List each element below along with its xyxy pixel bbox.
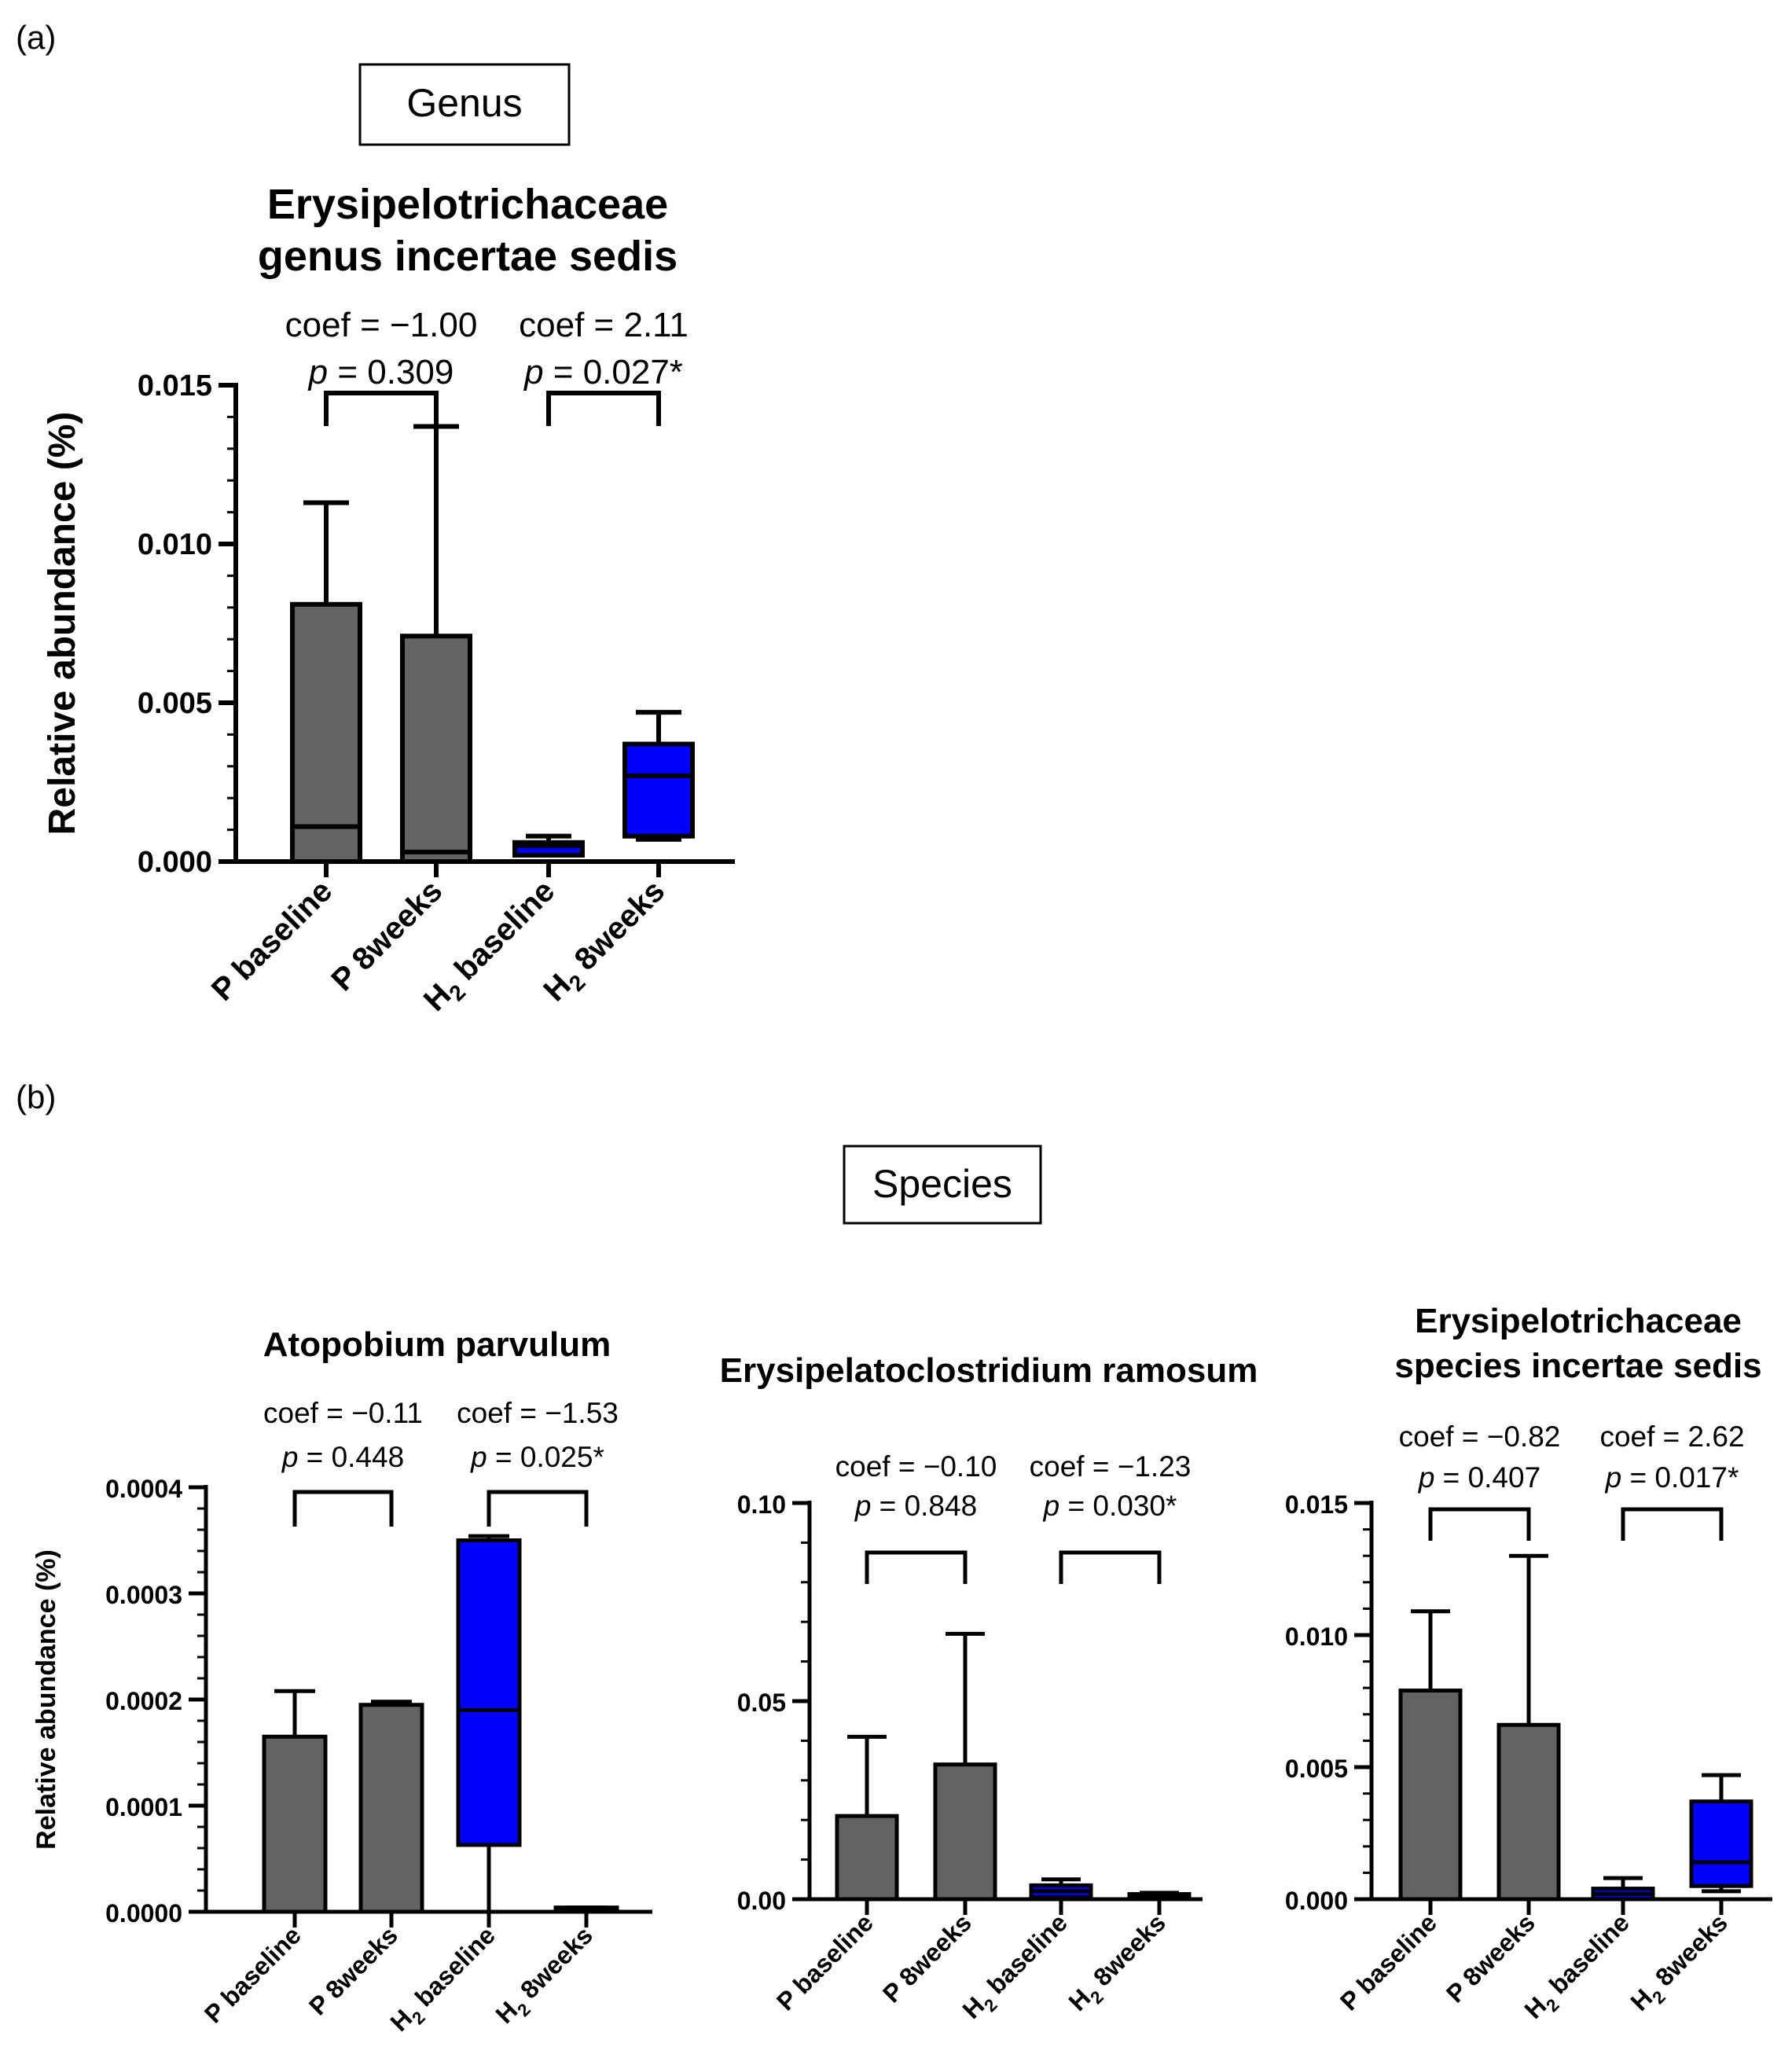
chart-title-line: Atopobium parvulum (263, 1325, 611, 1364)
chart-atopobium-parvulum: Atopobium parvulum Relative abundance (%)… (31, 1325, 652, 2041)
x-category-label: P baseline (205, 873, 340, 1008)
p-value-label: p = 0.027* (523, 353, 683, 391)
x-category-label: P 8weeks (877, 1908, 977, 2008)
coef-label: coef = 2.62 (1599, 1420, 1744, 1453)
genus-label-box (358, 63, 571, 146)
significance-bracket (865, 1550, 968, 1584)
coef-label: coef = −1.23 (1030, 1450, 1192, 1483)
p-value-label: p = 0.030* (1043, 1490, 1177, 1522)
significance-bracket (546, 391, 661, 426)
x-category-label: P 8weeks (303, 1920, 403, 2020)
coef-label: coef = −0.10 (835, 1450, 997, 1483)
y-axis-label: Relative abundance (%) (31, 1549, 61, 1850)
p-value-label: p = 0.848 (854, 1490, 977, 1522)
chart-genus-erysipelotrichaceae: Erysipelotrichaceae genus incertae sedis R… (42, 181, 735, 1018)
panel-a-letter: (a) (16, 19, 56, 56)
y-tick-label: 0.0002 (105, 1687, 182, 1715)
chart-erysipelatoclostridium-ramosum: Erysipelatoclostridium ramosum 0.00 0.05 0.… (720, 1351, 1258, 2028)
genus-label: Genus (406, 81, 522, 125)
chart-species-erysipelotrichaceae: Erysipelotrichaceae species incertae sedi… (1285, 1302, 1772, 2024)
x-category-label: P baseline (1335, 1908, 1442, 2016)
y-tick-label: 0.00 (737, 1887, 786, 1915)
x-category-label: H2 baseline (957, 1908, 1078, 2028)
x-category-label: P 8weeks (1441, 1908, 1540, 2008)
coef-label: coef = −0.11 (263, 1397, 423, 1429)
x-category-label: H2 8weeks (537, 873, 675, 1012)
p-value-label: p = 0.017* (1605, 1461, 1739, 1494)
coef-label: coef = −0.82 (1399, 1420, 1561, 1453)
y-tick-label: 0.015 (1285, 1490, 1348, 1519)
significance-bracket (324, 391, 439, 426)
chart-title-line: species incertae sedis (1394, 1347, 1761, 1385)
chart-title-line: genus incertae sedis (258, 233, 678, 280)
significance-bracket (1428, 1507, 1531, 1541)
x-category-label: H2 baseline (385, 1920, 505, 2041)
x-category-label: P baseline (771, 1908, 879, 2016)
x-category-label: H2 8weeks (1625, 1908, 1738, 2020)
significance-bracket (1621, 1507, 1724, 1541)
y-tick-label: 0.015 (138, 369, 212, 402)
box-p-8weeks (358, 1703, 424, 1914)
y-tick-label: 0.0000 (105, 1899, 182, 1928)
coef-label: coef = 2.11 (519, 306, 689, 344)
y-tick-label: 0.005 (138, 687, 212, 720)
y-tick-label: 0.0003 (105, 1581, 182, 1609)
p-value-label: p = 0.448 (281, 1441, 404, 1473)
p-value-label: p = 0.407 (1418, 1461, 1540, 1494)
p-value-label: p = 0.025* (470, 1441, 604, 1473)
y-tick-label: 0.010 (138, 528, 212, 561)
box-h2-8weeks (1689, 1799, 1753, 1888)
y-tick-label: 0.0001 (105, 1793, 182, 1821)
x-category-label: P baseline (199, 1920, 307, 2028)
y-tick-label: 0.005 (1285, 1755, 1348, 1783)
species-label-box (843, 1145, 1042, 1225)
box-h2-8weeks (622, 741, 695, 839)
box-h2-baseline (456, 1538, 522, 1847)
box-p-8weeks (933, 1762, 997, 1902)
box-p-baseline (290, 601, 362, 864)
significance-bracket (292, 1490, 394, 1527)
box-p-8weeks (400, 634, 472, 864)
box-p-baseline (1398, 1689, 1463, 1902)
x-category-label: H2 8weeks (490, 1920, 603, 2033)
y-tick-label: 0.010 (1285, 1622, 1348, 1651)
significance-bracket (1059, 1550, 1162, 1584)
coef-label: coef = −1.53 (457, 1397, 619, 1429)
y-tick-label: 0.000 (138, 846, 212, 879)
chart-title-line: Erysipelotrichaceae (1415, 1302, 1742, 1340)
box-p-8weeks (1496, 1722, 1561, 1902)
significance-bracket (487, 1490, 589, 1527)
chart-title-line: Erysipelatoclostridium ramosum (720, 1351, 1258, 1390)
x-category-label: H2 8weeks (1063, 1908, 1176, 2020)
panel-b-letter: (b) (16, 1079, 56, 1115)
y-axis-label: Relative abundance (%) (42, 412, 83, 836)
chart-title-line: Erysipelotrichaceae (267, 181, 668, 228)
coef-label: coef = −1.00 (285, 306, 478, 344)
y-tick-label: 0.000 (1285, 1887, 1348, 1915)
box-p-baseline (835, 1814, 899, 1902)
box-p-baseline (262, 1734, 328, 1914)
y-tick-label: 0.05 (737, 1689, 786, 1717)
y-tick-label: 0.0004 (105, 1475, 182, 1503)
p-value-label: p = 0.309 (307, 353, 454, 391)
y-tick-label: 0.10 (737, 1490, 786, 1519)
species-label: Species (872, 1162, 1012, 1206)
